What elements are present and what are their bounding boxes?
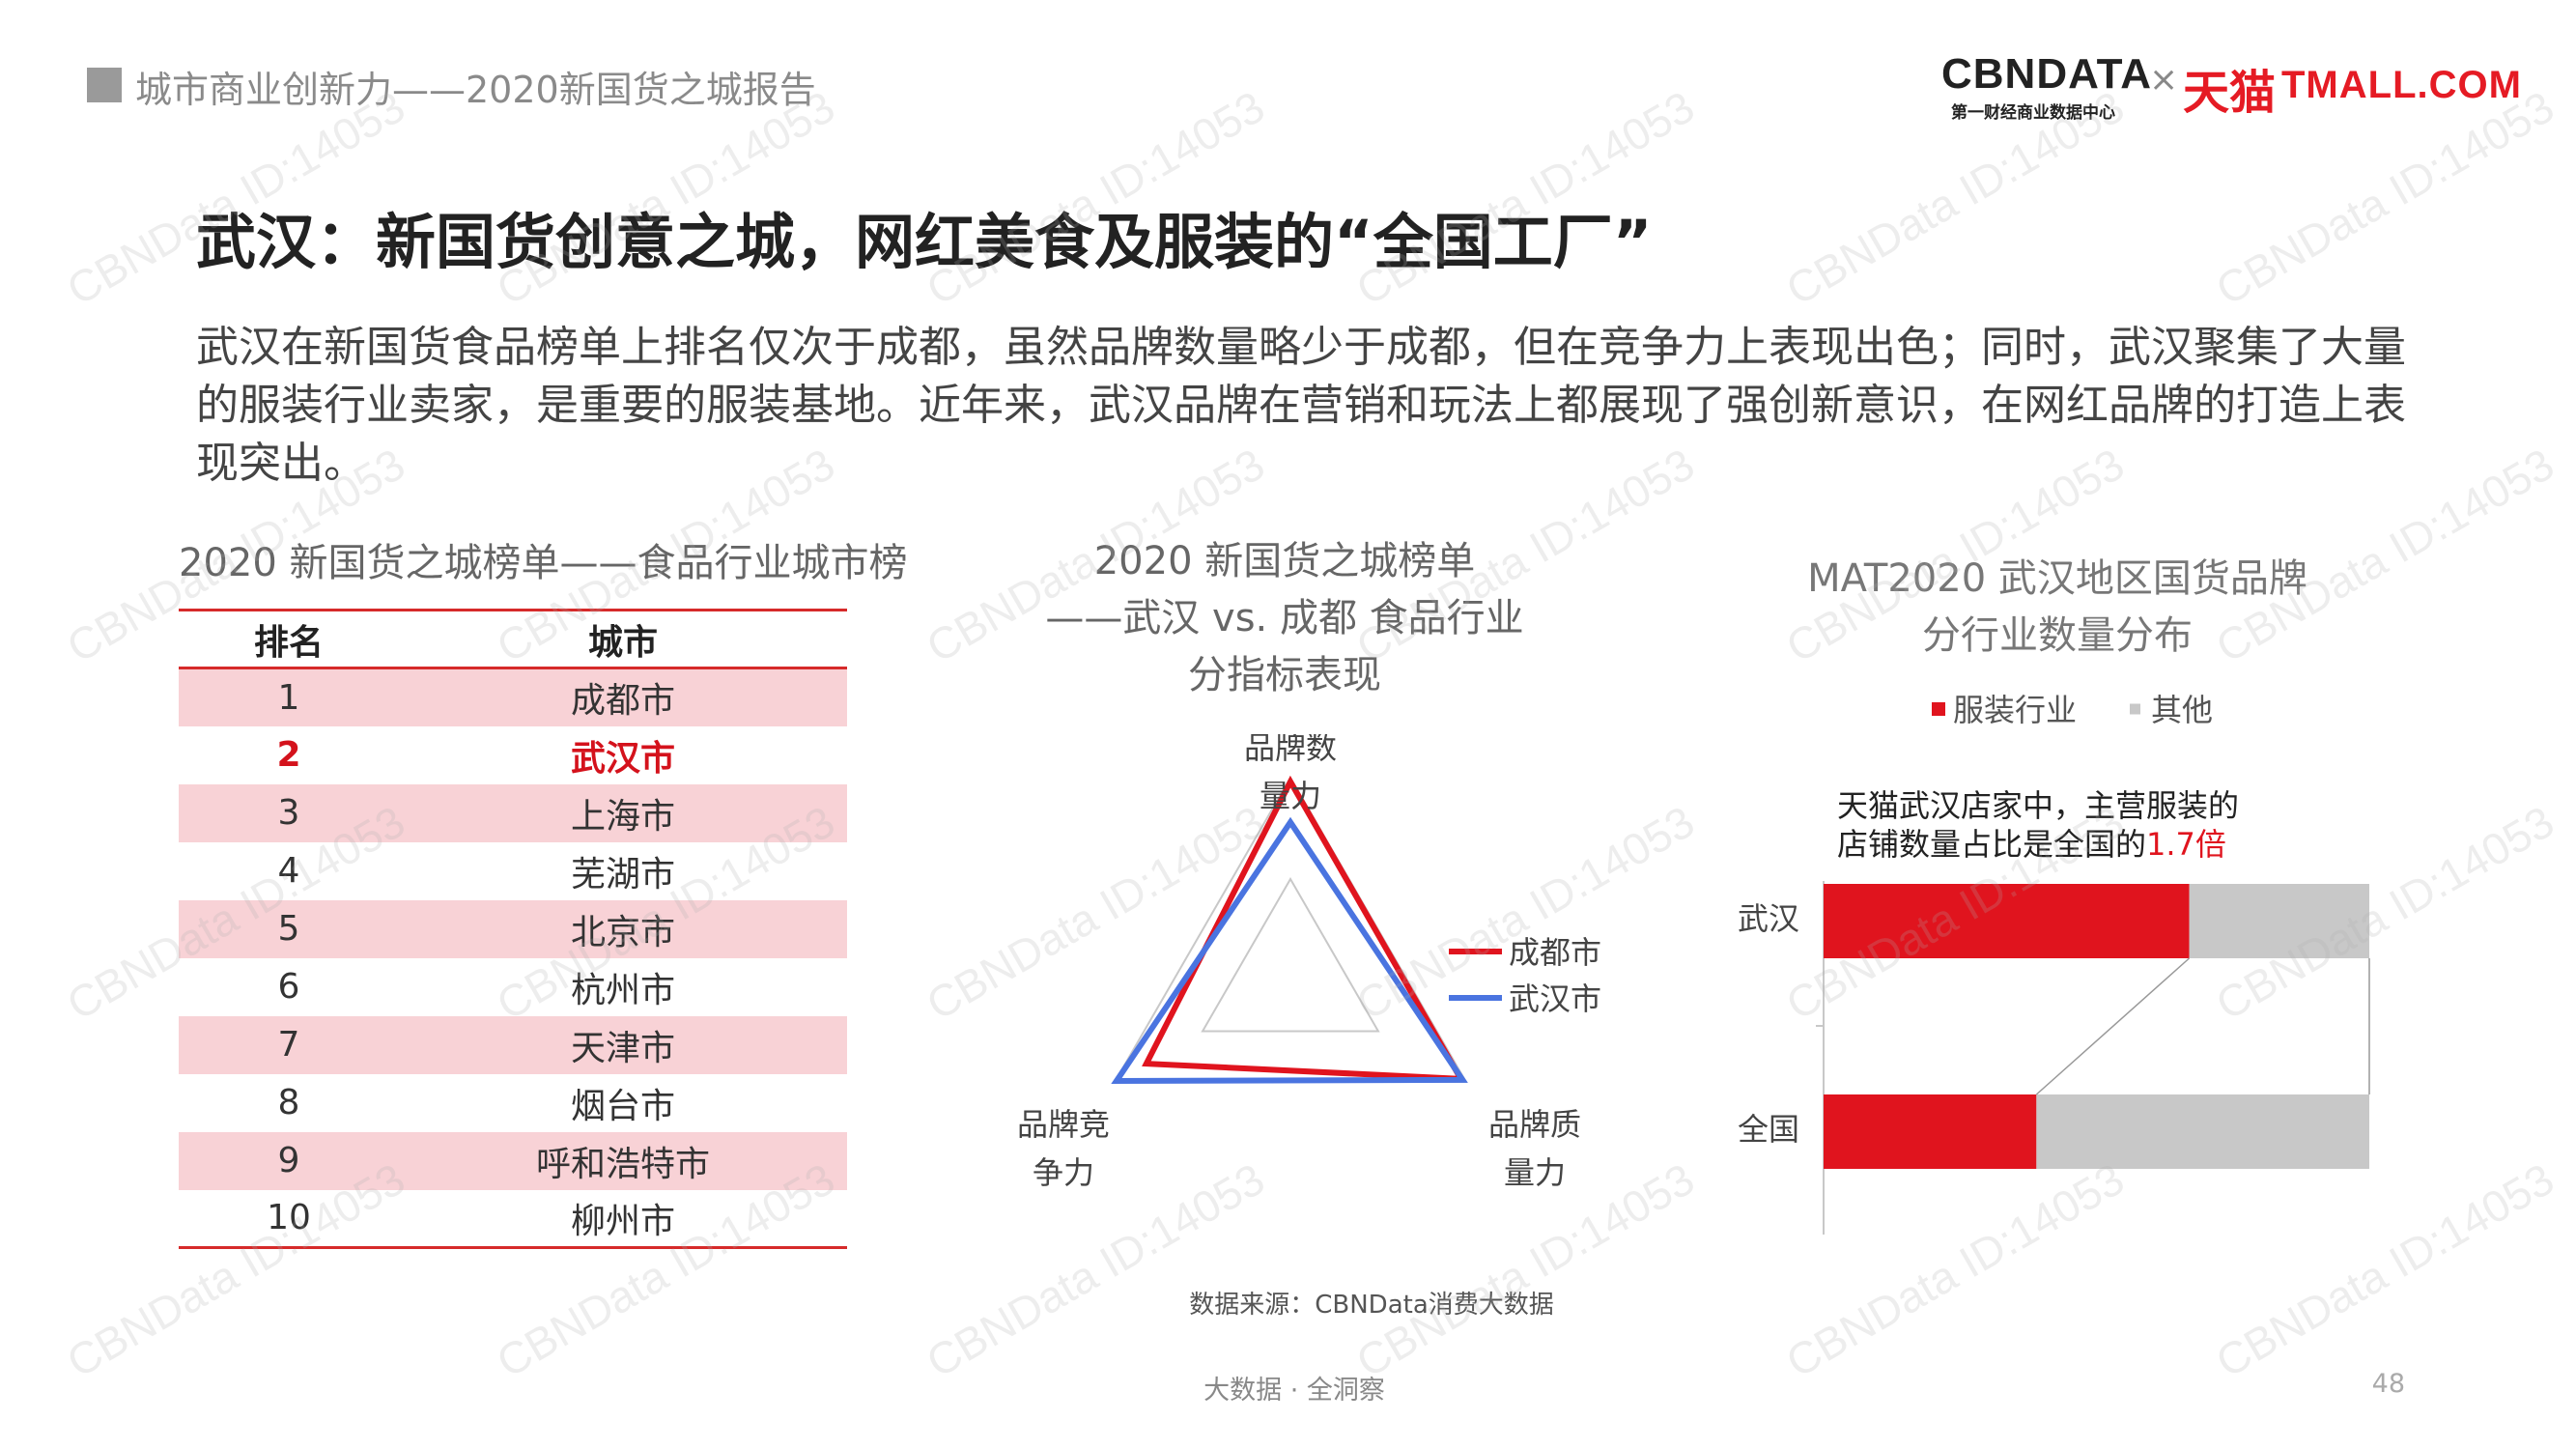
table-row: 9 呼和浩特市 [179, 1131, 847, 1190]
bar-annotation-text: 店铺数量占比是全国的 [1837, 826, 2146, 863]
table-row: 6 杭州市 [179, 958, 847, 1016]
table-row: 8 烟台市 [179, 1074, 847, 1132]
bar-category-label: 武汉 [1738, 900, 1799, 937]
city-cell: 芜湖市 [570, 854, 675, 895]
rank-cell: 10 [179, 1189, 399, 1249]
bar-legend-label: 服装行业 [1953, 692, 2077, 728]
bar-segment [2189, 884, 2369, 958]
rank-cell: 1 [179, 668, 399, 726]
table-header-row: 排名 城市 [179, 609, 847, 669]
city-cell: 杭州市 [570, 970, 675, 1010]
radar-axis-label: 量力 [1504, 1154, 1566, 1191]
footer-tagline: 大数据 · 全洞察 [1203, 1376, 1385, 1406]
bar-connector-line [2035, 957, 2191, 1095]
radar-grid-ring [1201, 877, 1380, 1033]
intro-paragraph: 武汉在新国货食品榜单上排名仅次于成都，虽然品牌数量略少于成都，但在竞争力上表现出… [196, 323, 2406, 488]
bar-segment [1824, 1094, 2037, 1169]
table-row: 1 成都市 [179, 668, 847, 726]
radar-axis-label: 品牌数 [1244, 734, 1337, 766]
header-square-icon [87, 68, 122, 102]
city-cell: 柳州市 [399, 1189, 847, 1249]
rank-cell: 4 [277, 851, 300, 891]
bar-annotation-line: 店铺数量占比是全国的1.7倍 [1837, 826, 2226, 863]
table-row: 4 芜湖市 [179, 842, 847, 900]
table-row-highlight: 2 武汉市 [179, 726, 847, 784]
ranking-table: 排名 城市 1 成都市 2 武汉市 3 上海市 4 芜湖市 5 北京市 6 杭州市 7 天津市… [179, 609, 847, 1249]
bar-chart-title: MAT2020 武汉地区国货品牌 分行业数量分布 [1768, 551, 2347, 665]
rank-cell: 9 [179, 1131, 399, 1190]
ranking-table-title: 2020 新国货之城榜单——食品行业城市榜 [179, 541, 908, 585]
city-cell: 天津市 [399, 1015, 847, 1074]
cbndata-logo-subtitle: 第一财经商业数据中心 [1951, 103, 2115, 123]
city-cell: 烟台市 [570, 1086, 675, 1126]
table-row: 5 北京市 [179, 899, 847, 958]
radar-axis-label: 品牌竞 [1017, 1106, 1110, 1143]
radar-title-line: 2020 新国货之城榜单 [1093, 539, 1476, 583]
page-number: 48 [2371, 1369, 2405, 1399]
partner-logos: CBNDATA 第一财经商业数据中心 × 天猫 TMALL.COM [1941, 50, 2521, 128]
cbndata-logo: CBNDATA [1941, 50, 2152, 98]
radar-axis-label: 量力 [1260, 778, 1321, 814]
rank-cell: 5 [179, 899, 399, 958]
city-cell: 上海市 [399, 783, 847, 842]
rank-column-header: 排名 [179, 609, 399, 669]
city-cell: 成都市 [399, 668, 847, 726]
radar-series-polygon [1111, 816, 1468, 1084]
rank-cell: 3 [179, 783, 399, 842]
city-cell: 北京市 [399, 899, 847, 958]
section-title: 城市商业创新力——2020新国货之城报告 [135, 69, 816, 111]
bar-legend-swatch [1932, 702, 1945, 716]
radar-series-polygon [1142, 775, 1466, 1083]
city-cell: 呼和浩特市 [399, 1131, 847, 1190]
tmall-logo-en: TMALL.COM [2281, 64, 2522, 106]
bar-segment [2036, 1094, 2369, 1169]
rank-cell: 6 [277, 967, 300, 1007]
rank-cell: 2 [276, 735, 301, 775]
radar-axis-label: 争力 [1033, 1154, 1094, 1191]
bar-legend-label: 其他 [2151, 692, 2213, 728]
table-row: 3 上海市 [179, 783, 847, 842]
logo-separator: × [2149, 60, 2179, 99]
bar-category-label: 全国 [1738, 1111, 1799, 1148]
table-row: 7 天津市 [179, 1015, 847, 1074]
radar-title-line: ——武汉 vs. 成都 食品行业 [1045, 596, 1524, 640]
radar-title-line: 分指标表现 [1188, 653, 1381, 697]
data-source-note: 数据来源：CBNData消费大数据 [1189, 1291, 1554, 1320]
table-row: 10 柳州市 [179, 1189, 847, 1249]
radar-legend-label: 武汉市 [1509, 980, 1601, 1017]
bar-title-line: 分行业数量分布 [1922, 613, 2193, 658]
radar-legend-label: 成都市 [1509, 934, 1601, 971]
radar-chart-title: 2020 新国货之城榜单 ——武汉 vs. 成都 食品行业 分指标表现 [1005, 533, 1565, 704]
bar-segment [1824, 884, 2190, 958]
radar-axis-label: 品牌质 [1488, 1106, 1581, 1143]
bar-legend-swatch [2130, 703, 2140, 715]
page-title: 武汉：新国货创意之城，网红美食及服装的“全国工厂” [196, 207, 1653, 277]
rank-cell: 8 [277, 1083, 300, 1122]
tmall-logo-cn: 天猫 [2183, 66, 2277, 120]
bar-title-line: MAT2020 武汉地区国货品牌 [1807, 556, 2307, 601]
city-column-header: 城市 [399, 609, 847, 669]
bar-annotation-highlight: 1.7倍 [2146, 826, 2226, 863]
bar-annotation-line: 天猫武汉店家中，主营服装的 [1837, 787, 2239, 824]
rank-cell: 7 [179, 1015, 399, 1074]
city-cell: 武汉市 [570, 738, 675, 779]
